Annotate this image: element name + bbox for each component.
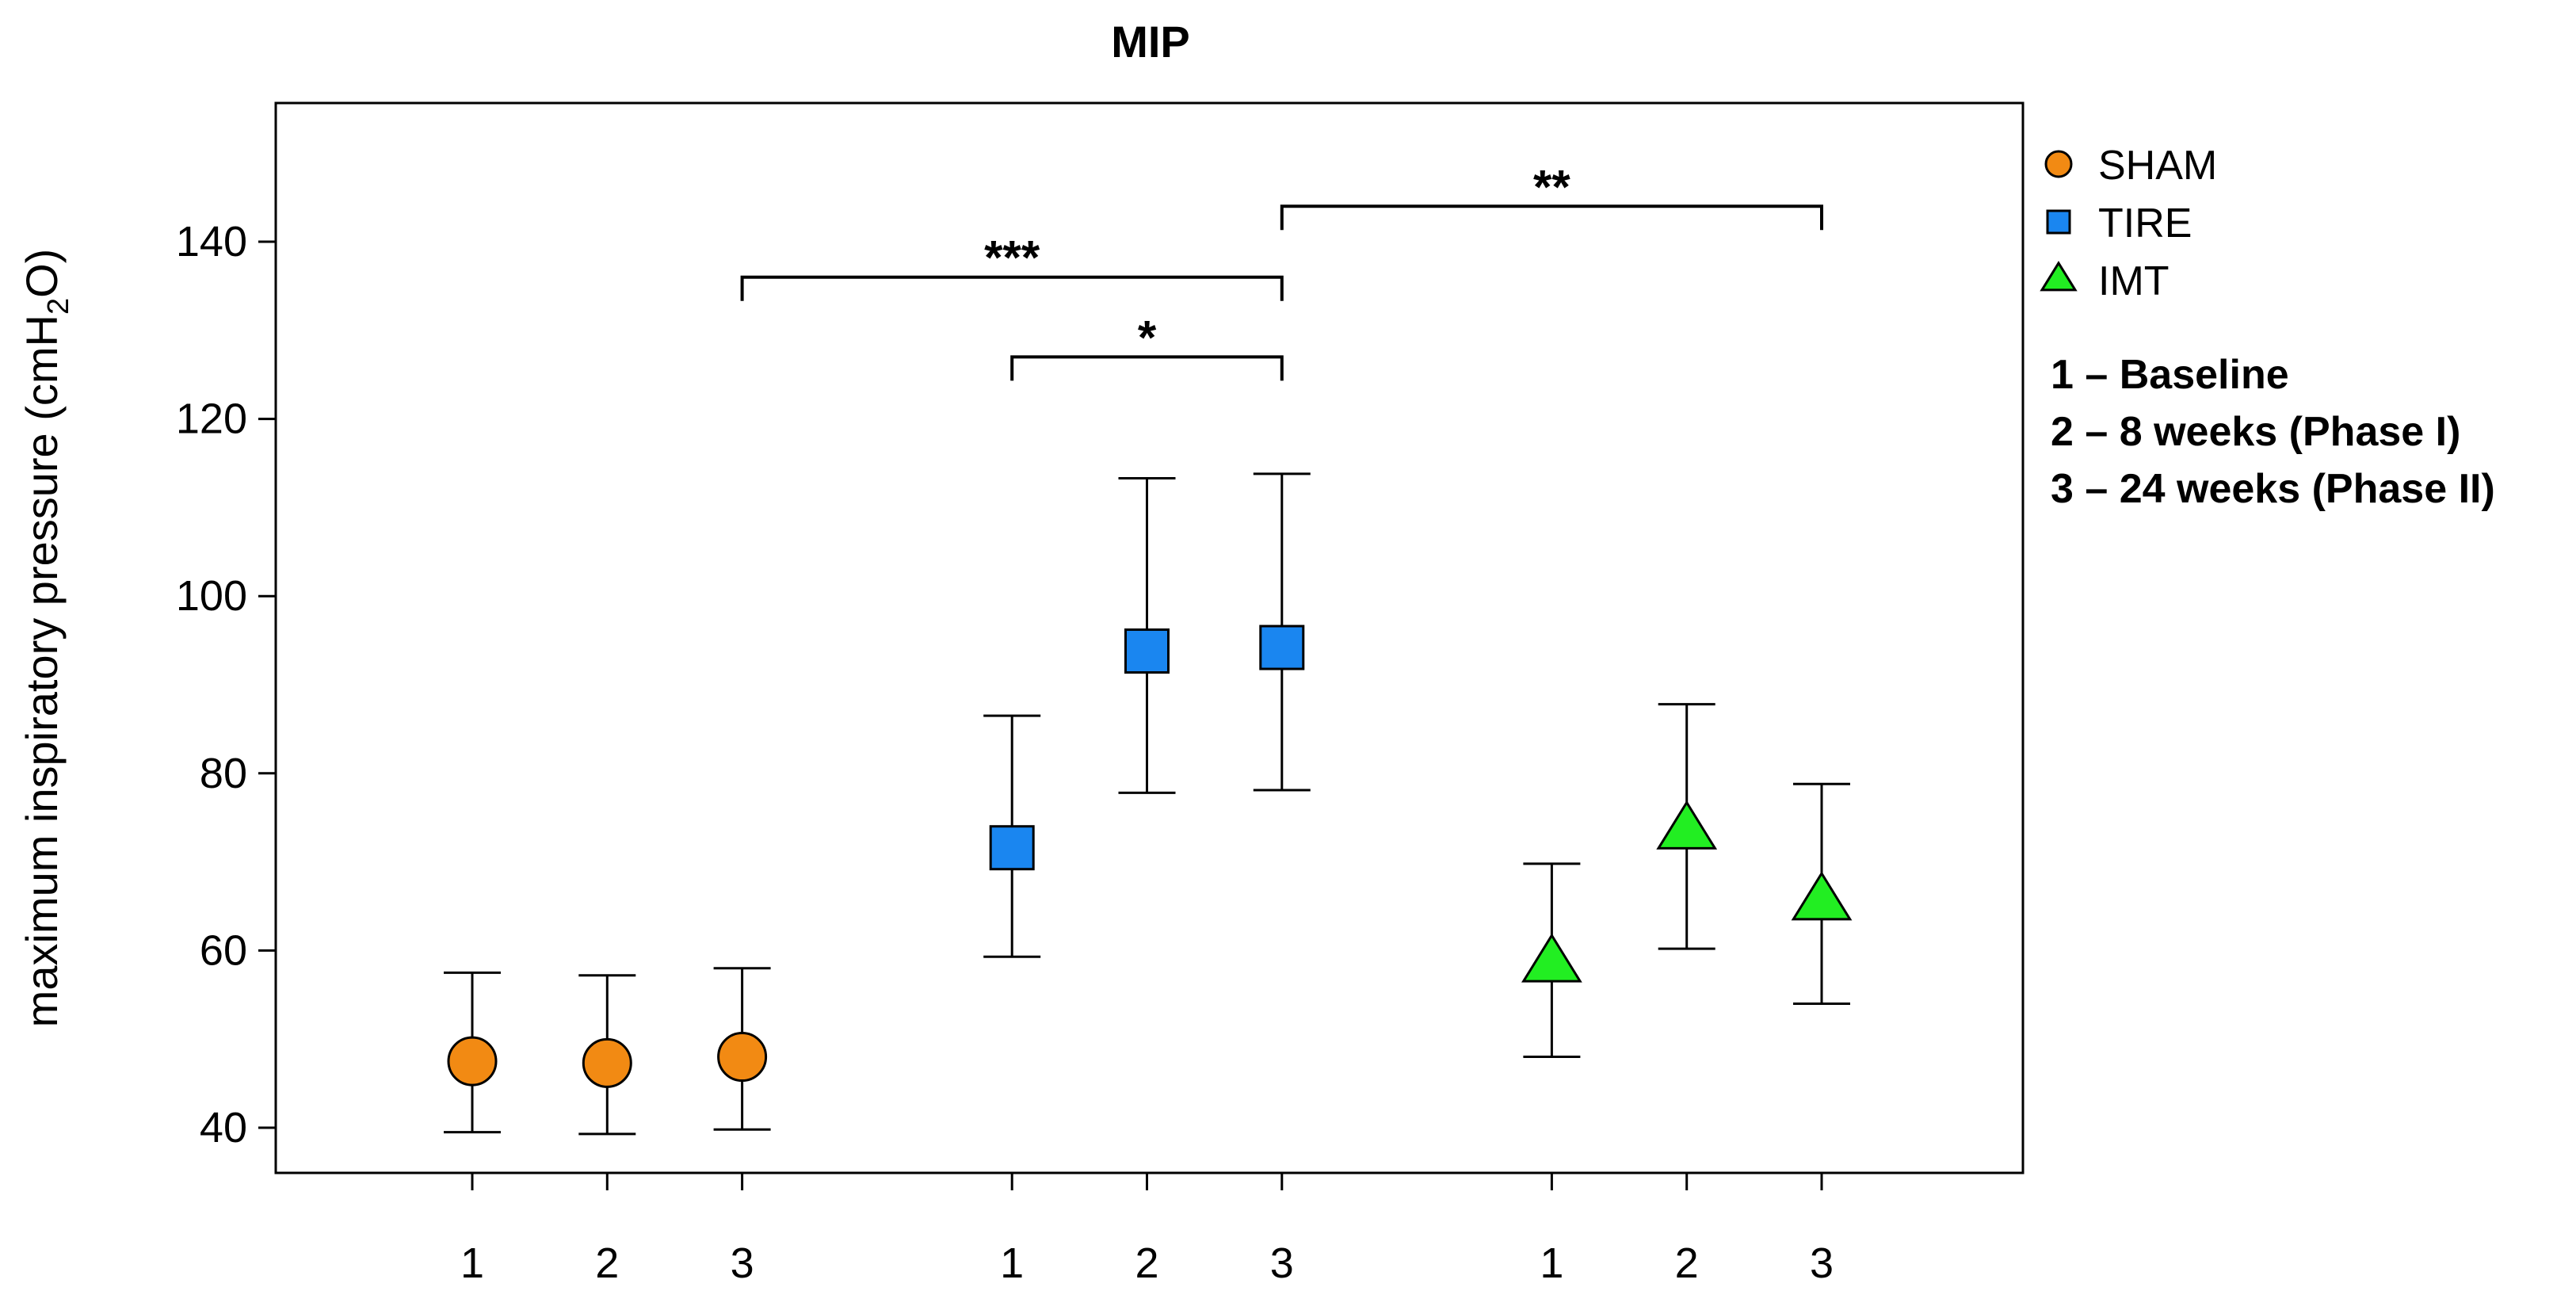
x-tick-label: 2 — [1675, 1239, 1699, 1287]
marker-square — [989, 825, 1035, 871]
bracket-line — [1010, 355, 1284, 381]
marker-square — [1124, 628, 1170, 674]
significance-bracket: *** — [740, 231, 1284, 301]
significance-label: *** — [984, 231, 1040, 285]
series-sham — [444, 967, 771, 1136]
plot-frame — [274, 101, 2025, 1174]
data-point — [1791, 782, 1853, 1005]
legend-label: TIRE — [2098, 201, 2192, 246]
y-axis-label-main: maximum inspiratory pressure (cmH — [17, 315, 67, 1027]
y-tick-label: 60 — [200, 926, 247, 974]
legend-note: 2 – 8 weeks (Phase I) — [2051, 409, 2460, 455]
x-tick-label: 3 — [1270, 1239, 1294, 1287]
y-axis-label-end: O) — [17, 249, 67, 298]
x-tick-label: 2 — [1135, 1239, 1158, 1287]
data-point — [1656, 703, 1718, 950]
data-point — [1118, 477, 1176, 794]
significance-bracket: * — [1010, 311, 1284, 381]
legend-note: 3 – 24 weeks (Phase II) — [2051, 466, 2495, 512]
significance-label: ** — [1533, 160, 1570, 213]
legend-marker-circle — [2044, 150, 2073, 178]
y-tick-label: 140 — [176, 218, 247, 265]
marker-triangle — [1521, 933, 1582, 983]
series-imt — [1521, 703, 1853, 1059]
significance-brackets: ****** — [740, 160, 1823, 381]
data-point — [713, 967, 771, 1131]
data-series — [444, 472, 1853, 1136]
legend-marker-triangle — [2040, 261, 2078, 292]
legend-item: TIRE — [2046, 201, 2192, 246]
data-point — [578, 974, 636, 1136]
marker-square — [1259, 624, 1305, 670]
x-tick-label: 2 — [595, 1239, 619, 1287]
y-tick-label: 120 — [176, 395, 247, 443]
legend-note: 1 – Baseline — [2051, 352, 2289, 398]
marker-circle — [582, 1037, 632, 1088]
legend-label: IMT — [2098, 258, 2170, 304]
series-tire — [983, 472, 1311, 958]
x-tick-label: 1 — [460, 1239, 484, 1287]
y-tick-label: 40 — [200, 1104, 247, 1152]
significance-bracket: ** — [1280, 160, 1823, 231]
y-tick-label: 80 — [200, 750, 247, 797]
data-point — [444, 971, 501, 1134]
y-axis-label: maximum inspiratory pressure (cmH2O) — [17, 249, 75, 1028]
x-tick-label: 1 — [1540, 1239, 1563, 1287]
x-tick-label: 3 — [1810, 1239, 1834, 1287]
legend-item: IMT — [2040, 258, 2170, 304]
data-point — [1521, 862, 1582, 1059]
marker-triangle — [1656, 800, 1718, 850]
data-point — [1253, 472, 1311, 792]
x-tick-label: 3 — [731, 1239, 754, 1287]
legend-marker-square — [2046, 209, 2071, 235]
legend: SHAM TIRE IMT 1 – Baseline 2 – 8 weeks (Phas… — [2040, 143, 2495, 512]
bracket-line — [1280, 204, 1823, 231]
marker-circle — [717, 1032, 768, 1083]
legend-item: SHAM — [2044, 143, 2217, 189]
y-axis-label-sub: 2 — [42, 298, 75, 315]
chart-title: MIP — [1111, 17, 1190, 67]
legend-label: SHAM — [2098, 143, 2217, 189]
y-tick-label: 100 — [176, 572, 247, 620]
significance-label: * — [1138, 311, 1157, 364]
marker-triangle — [1791, 871, 1853, 921]
axes: 40 60 80 100 120 140 1 2 3 1 2 3 1 2 3 — [176, 218, 1834, 1287]
bracket-line — [740, 275, 1284, 301]
data-point — [983, 714, 1041, 958]
x-tick-label: 1 — [1000, 1239, 1024, 1287]
marker-circle — [447, 1036, 498, 1087]
